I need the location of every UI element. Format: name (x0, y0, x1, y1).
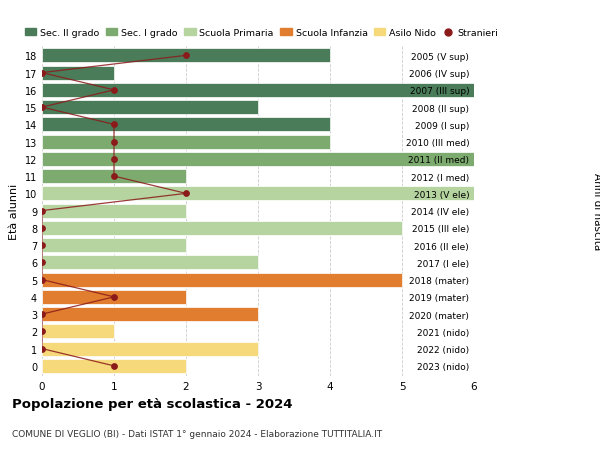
Point (109, 87, 119, 95)
Point (109, 363, 119, 370)
Bar (42, 84, 474, 98)
Bar (42, 273, 402, 287)
Bar (42, 359, 186, 373)
Point (109, 121, 119, 129)
Text: Popolazione per età scolastica - 2024: Popolazione per età scolastica - 2024 (12, 397, 293, 410)
Legend: Sec. II grado, Sec. I grado, Scuola Primaria, Scuola Infanzia, Asilo Nido, Stran: Sec. II grado, Sec. I grado, Scuola Prim… (25, 29, 499, 38)
Point (37, 259, 47, 266)
Point (37, 70, 47, 77)
Bar (42, 290, 186, 304)
Point (37, 345, 47, 353)
Bar (42, 308, 258, 321)
Point (37, 225, 47, 232)
Bar (42, 187, 474, 201)
Point (37, 242, 47, 249)
Point (37, 328, 47, 335)
Bar (42, 256, 258, 270)
Bar (42, 152, 474, 167)
Bar (42, 49, 330, 63)
Bar (42, 101, 258, 115)
Bar (42, 239, 186, 252)
Text: COMUNE DI VEGLIO (BI) - Dati ISTAT 1° gennaio 2024 - Elaborazione TUTTITALIA.IT: COMUNE DI VEGLIO (BI) - Dati ISTAT 1° ge… (12, 429, 382, 438)
Point (109, 294, 119, 301)
Point (109, 173, 119, 180)
Bar (42, 342, 258, 356)
Y-axis label: Età alunni: Età alunni (9, 183, 19, 239)
Point (181, 190, 191, 197)
Bar (42, 325, 114, 339)
Bar (42, 221, 402, 235)
Point (109, 139, 119, 146)
Text: Anni di nascita: Anni di nascita (592, 173, 600, 250)
Point (37, 207, 47, 215)
Point (37, 276, 47, 284)
Point (37, 104, 47, 112)
Point (37, 311, 47, 318)
Point (109, 156, 119, 163)
Bar (42, 67, 114, 80)
Bar (42, 170, 186, 184)
Bar (42, 204, 186, 218)
Bar (42, 135, 330, 149)
Bar (42, 118, 330, 132)
Point (181, 52, 191, 60)
